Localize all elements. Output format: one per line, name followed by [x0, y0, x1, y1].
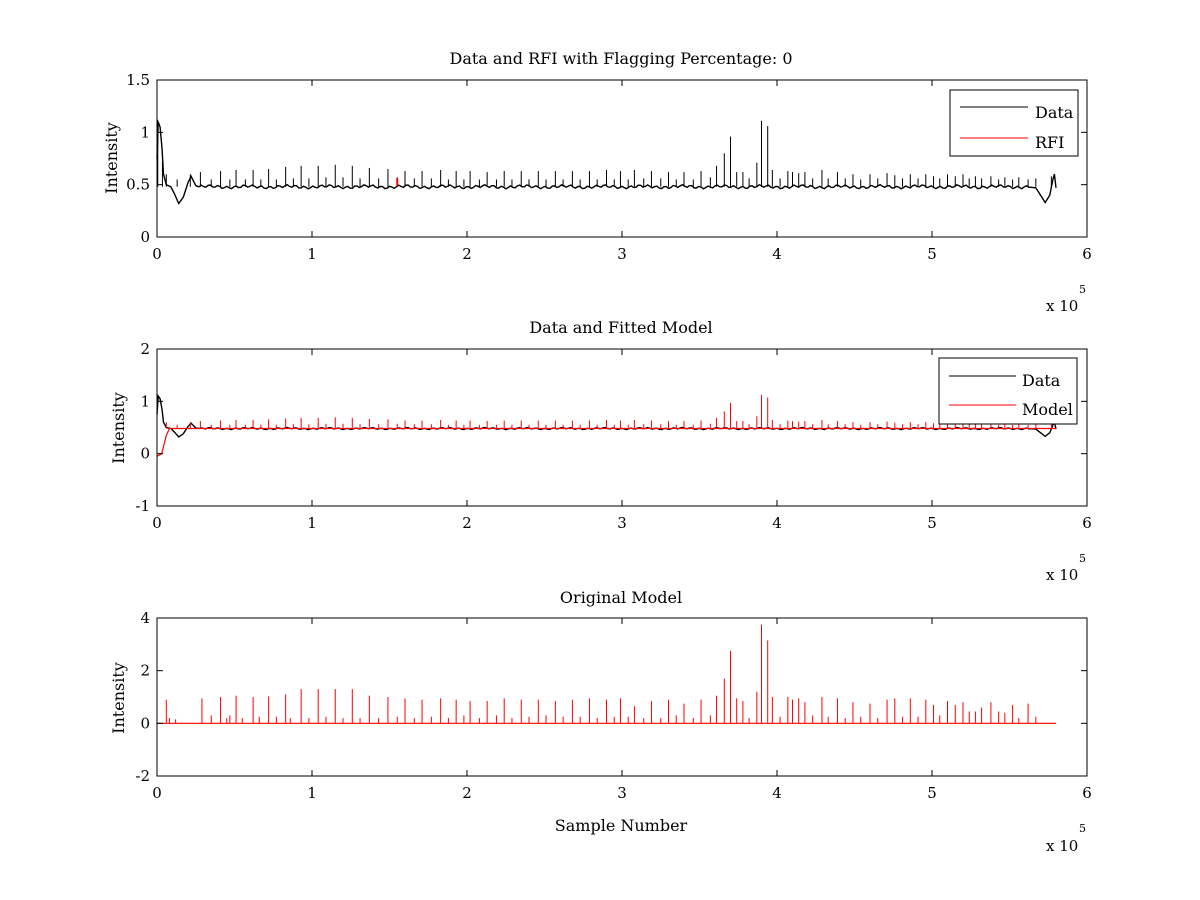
- x-tick-label: 6: [1082, 514, 1092, 532]
- legend-entry-data: Data: [1022, 371, 1061, 390]
- y-axis-label: Intensity: [109, 392, 128, 464]
- y-tick-label: 1: [140, 392, 150, 410]
- y-tick-label: 0: [140, 445, 150, 463]
- y-tick-label: 2: [140, 662, 150, 680]
- x-tick-label: 5: [927, 245, 937, 263]
- x-tick-label: 2: [462, 784, 472, 802]
- x-tick-label: 4: [772, 245, 782, 263]
- x-tick-label: 4: [772, 784, 782, 802]
- legend-box: [949, 89, 1079, 157]
- x-multiplier: x 10: [1046, 566, 1078, 584]
- x-tick-label: 3: [617, 514, 627, 532]
- x-tick-label: 0: [152, 784, 162, 802]
- x-tick-label: 0: [152, 514, 162, 532]
- x-tick-label: 3: [617, 784, 627, 802]
- x-multiplier-exponent: 5: [1079, 283, 1086, 296]
- x-tick-label: 0: [152, 245, 162, 263]
- x-multiplier: x 10: [1046, 837, 1078, 855]
- x-multiplier-exponent: 5: [1079, 822, 1086, 835]
- subplot-title: Data and Fitted Model: [529, 318, 712, 337]
- y-tick-label: -2: [135, 767, 150, 785]
- x-tick-label: 4: [772, 514, 782, 532]
- legend: Data Model: [938, 357, 1078, 425]
- x-axis-label: Sample Number: [555, 816, 688, 835]
- legend: Data RFI: [949, 89, 1079, 157]
- y-axis-label: Intensity: [102, 122, 121, 194]
- subplot-data-rfi: Data and RFI with Flagging Percentage: 0…: [102, 49, 1092, 315]
- x-tick-label: 5: [927, 514, 937, 532]
- y-tick-label: 2: [140, 340, 150, 358]
- x-tick-label: 1: [307, 514, 317, 532]
- series-model-line: [156, 427, 1056, 457]
- y-tick-label: 1: [140, 123, 150, 141]
- y-tick-label: 0: [140, 228, 150, 246]
- x-tick-label: 1: [307, 245, 317, 263]
- x-tick-label: 2: [462, 245, 472, 263]
- y-axis-label: Intensity: [109, 662, 128, 734]
- subplot-title: Original Model: [560, 588, 682, 607]
- subplot-title: Data and RFI with Flagging Percentage: 0: [449, 49, 792, 68]
- y-tick-label: 1.5: [126, 71, 150, 89]
- x-multiplier: x 10: [1046, 297, 1078, 315]
- x-multiplier-exponent: 5: [1079, 552, 1086, 565]
- series-data-line: [156, 121, 1057, 205]
- legend-box: [938, 357, 1078, 425]
- legend-entry-data: Data: [1035, 103, 1074, 122]
- x-tick-label: 6: [1082, 784, 1092, 802]
- x-tick-label: 2: [462, 514, 472, 532]
- y-tick-label: -1: [135, 497, 150, 515]
- y-tick-label: 0.5: [126, 176, 150, 194]
- y-tick-label: 4: [140, 609, 150, 627]
- plot-area: 0 1 2 3 4 5 6 0 0.5 1 1.5: [126, 71, 1092, 263]
- x-tick-label: 3: [617, 245, 627, 263]
- legend-entry-model: Model: [1022, 400, 1073, 419]
- y-tick-label: 0: [140, 714, 150, 732]
- x-tick-label: 6: [1082, 245, 1092, 263]
- x-tick-label: 5: [927, 784, 937, 802]
- subplot-data-model: Data and Fitted Model Intensity 0 1 2 3 4 5 6 -…: [109, 318, 1092, 584]
- legend-entry-rfi: RFI: [1035, 133, 1064, 152]
- x-tick-label: 1: [307, 784, 317, 802]
